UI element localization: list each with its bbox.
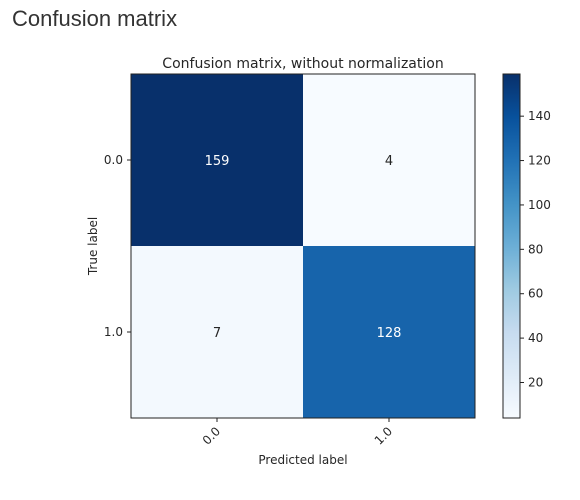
x-tick-label: 0.0 xyxy=(200,424,223,447)
cell-value-label: 7 xyxy=(213,326,221,341)
cell-value-label: 4 xyxy=(385,154,393,169)
colorbar-tick-label: 100 xyxy=(528,198,551,212)
heatmap-cell xyxy=(303,246,475,418)
cell-value-label: 128 xyxy=(377,326,402,341)
x-axis: 0.0 1.0 xyxy=(200,418,395,448)
heatmap-cell xyxy=(131,246,303,418)
colorbar-tick-label: 120 xyxy=(528,154,551,168)
heatmap-cells: 159 4 7 128 xyxy=(131,74,475,418)
page-heading: Confusion matrix xyxy=(12,6,178,31)
heatmap-cell xyxy=(131,74,303,246)
y-axis-label: True label xyxy=(86,217,100,276)
colorbar-tick-label: 80 xyxy=(528,242,543,256)
y-tick-label: 0.0 xyxy=(104,153,123,167)
colorbar-tick-label: 140 xyxy=(528,109,551,123)
y-tick-label: 1.0 xyxy=(104,325,123,339)
colorbar-tick-label: 60 xyxy=(528,287,543,301)
chart-title: Confusion matrix, without normalization xyxy=(162,56,443,72)
colorbar-tick-label: 40 xyxy=(528,331,543,345)
y-axis: 0.0 1.0 xyxy=(104,153,131,339)
cell-value-label: 159 xyxy=(205,154,230,169)
colorbar-axis: 20 40 60 80 100 120 140 xyxy=(520,109,551,389)
x-tick-label: 1.0 xyxy=(372,424,395,447)
heatmap-cell xyxy=(303,74,475,246)
plot-frame xyxy=(130,73,476,419)
colorbar xyxy=(502,73,521,419)
colorbar-tick-label: 20 xyxy=(528,375,543,389)
x-axis-label: Predicted label xyxy=(258,453,347,467)
